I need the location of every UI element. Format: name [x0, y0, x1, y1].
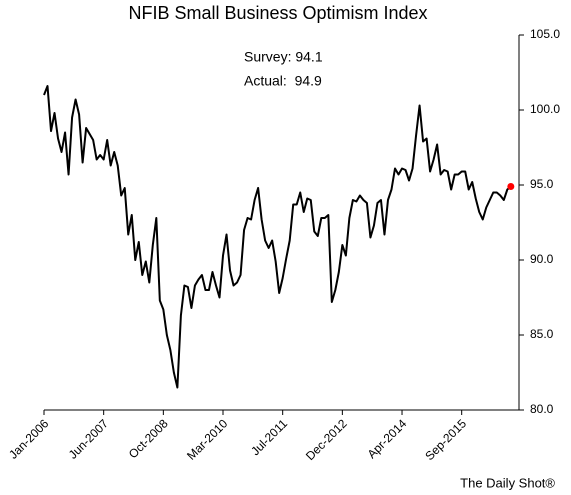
y-tick-label: 100.0 [530, 102, 560, 116]
y-tick-label: 90.0 [530, 252, 554, 266]
source: The Daily Shot® [460, 475, 555, 490]
annotation: Actual: 94.9 [244, 73, 322, 89]
x-tick-label: Oct-2008 [126, 416, 171, 461]
y-tick-label: 95.0 [530, 177, 554, 191]
y-tick-label: 105.0 [530, 27, 560, 41]
x-tick-label: Jul-2011 [248, 416, 290, 458]
y-tick-label: 85.0 [530, 327, 554, 341]
x-tick-label: Jan-2006 [6, 416, 52, 462]
annotation: Survey: 94.1 [244, 49, 323, 65]
last-point [507, 183, 515, 190]
chart-title: NFIB Small Business Optimism Index [128, 3, 427, 23]
y-tick-label: 80.0 [530, 402, 554, 416]
x-tick-label: Dec-2012 [303, 416, 350, 463]
x-tick-label: Jun-2007 [66, 416, 112, 462]
x-tick-label: Mar-2010 [184, 416, 230, 462]
x-tick-label: Apr-2014 [365, 416, 410, 461]
x-tick-label: Sep-2015 [422, 416, 469, 463]
line-series [43, 85, 512, 389]
